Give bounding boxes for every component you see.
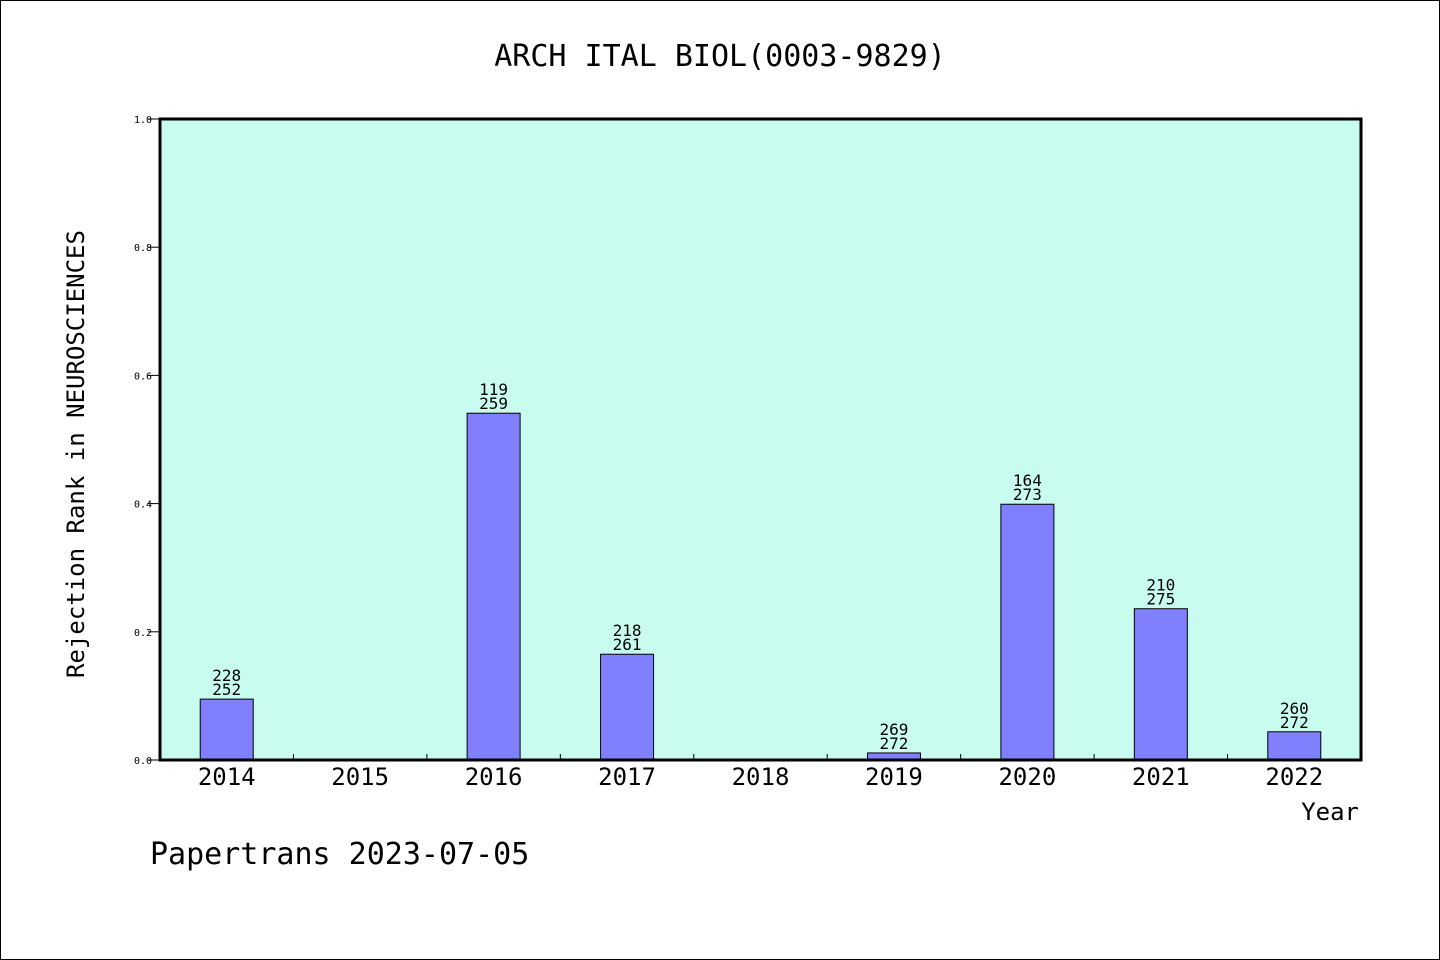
chart-title: ARCH ITAL BIOL(0003-9829)	[494, 39, 946, 74]
bar	[600, 653, 655, 761]
bar	[1133, 608, 1188, 761]
bar-label-top: 164	[1013, 471, 1042, 490]
bar-label-top: 269	[879, 720, 908, 739]
bar-label-top: 228	[212, 666, 241, 685]
x-tick-label: 2015	[331, 763, 389, 791]
y-tick-label: 0.0	[134, 756, 152, 767]
y-tick-label: 0.8	[134, 243, 152, 254]
bar	[1000, 503, 1055, 761]
x-tick-label: 2016	[465, 763, 523, 791]
bar-label-bottom: 261	[613, 635, 642, 654]
bar	[199, 698, 254, 761]
bar	[466, 412, 521, 761]
y-tick-label: 0.2	[134, 628, 152, 639]
x-tick-label: 2020	[998, 763, 1056, 791]
x-axis-ticks: 2014 2015 2016 2017 2018 2019 2020 2021 2022	[198, 754, 1323, 791]
bar-label-bottom: 272	[879, 734, 908, 753]
bar-annotations: 2282521192592182612692721642732102752602…	[212, 380, 1308, 753]
y-tick-label: 0.6	[134, 371, 152, 382]
bars	[199, 412, 1322, 761]
bar-label-bottom: 259	[479, 394, 508, 413]
y-axis-ticks: 0.0 0.2 0.4 0.6 0.8 1.0	[134, 115, 160, 767]
x-tick-label: 2022	[1265, 763, 1323, 791]
footer-text: Papertrans 2023-07-05	[150, 837, 529, 872]
bar-label-top: 260	[1280, 699, 1309, 718]
bar-label-top: 210	[1146, 576, 1175, 595]
x-tick-label: 2019	[865, 763, 923, 791]
bar	[1267, 731, 1322, 761]
x-tick-label: 2018	[732, 763, 790, 791]
x-tick-label: 2021	[1132, 763, 1190, 791]
y-tick-label: 1.0	[134, 115, 152, 126]
bar-label-bottom: 275	[1146, 590, 1175, 609]
y-tick-label: 0.4	[134, 500, 152, 511]
x-tick-label: 2014	[198, 763, 256, 791]
bar-label-bottom: 272	[1280, 713, 1309, 732]
bar-label-top: 119	[479, 380, 508, 399]
plot-border	[158, 117, 1363, 762]
x-axis-label: Year	[1301, 798, 1359, 826]
y-axis-label: Rejection Rank in NEUROSCIENCES	[62, 230, 90, 678]
bar-label-bottom: 252	[212, 680, 241, 699]
bar-label-bottom: 273	[1013, 485, 1042, 504]
bar-label-top: 218	[613, 621, 642, 640]
x-tick-label: 2017	[598, 763, 656, 791]
